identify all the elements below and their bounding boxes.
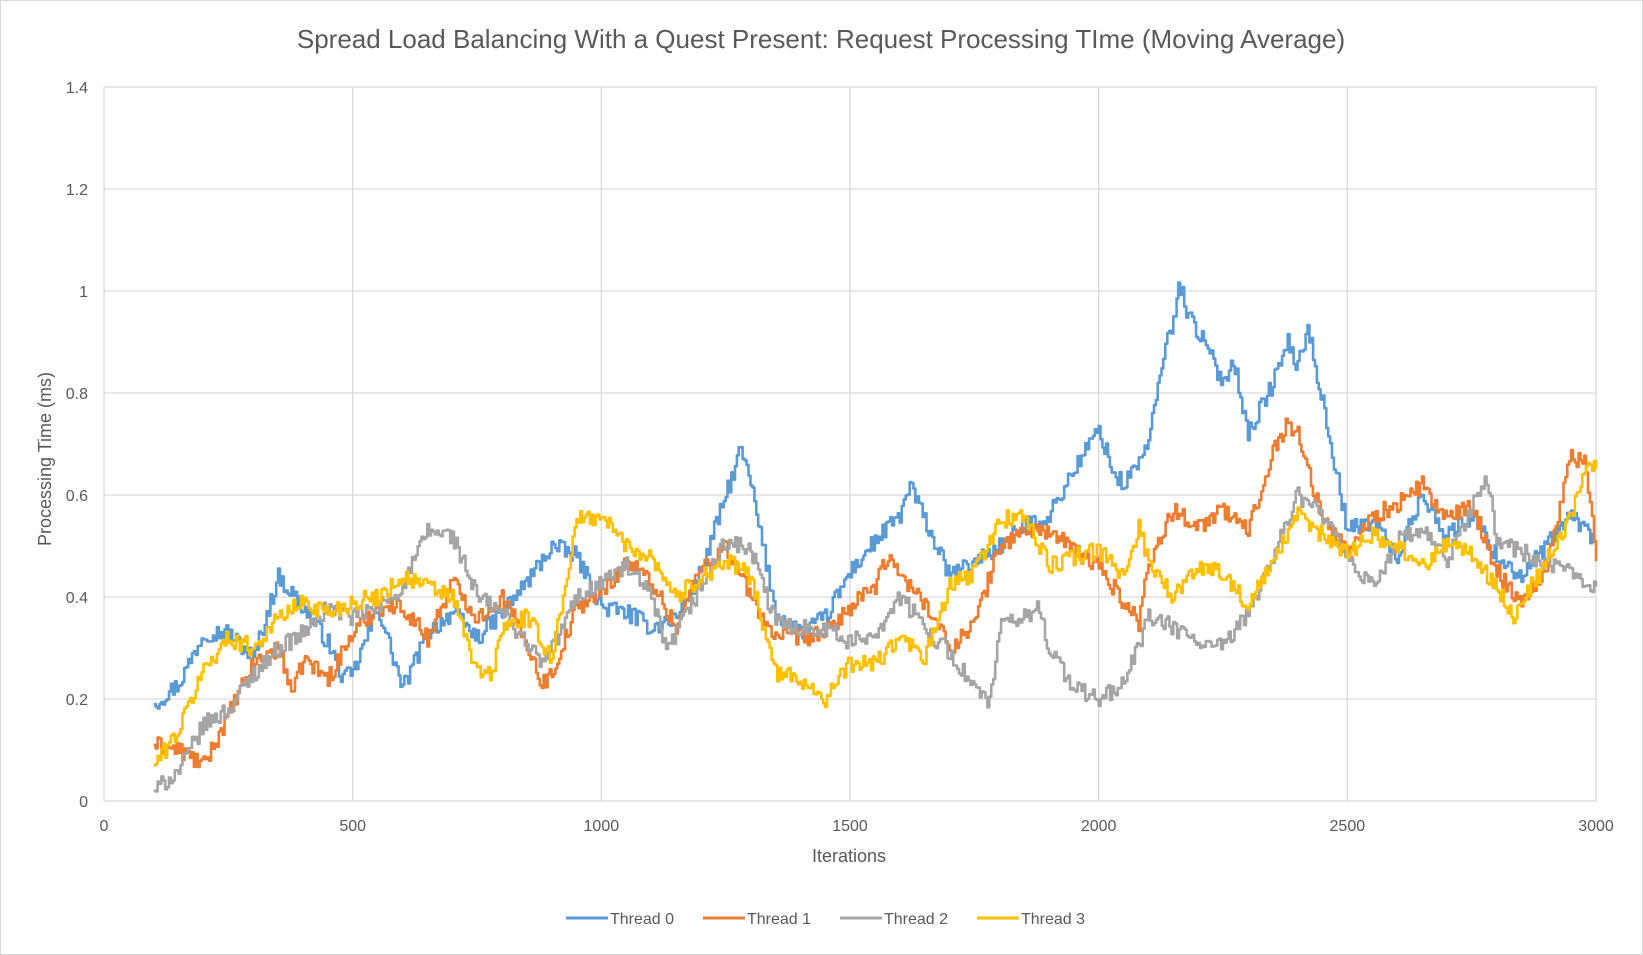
x-tick-label: 3000 [1578,818,1614,835]
legend: Thread 0 Thread 1 Thread 2 Thread 3 [566,911,1085,928]
y-tick-label: 0.6 [66,488,88,505]
legend-label: Thread 0 [610,911,674,928]
y-tick-label: 0.8 [66,386,88,403]
chart-title: Spread Load Balancing With a Quest Prese… [297,24,1345,54]
x-tick-label: 0 [100,818,109,835]
legend-label: Thread 2 [884,911,948,928]
tick-labels: 0 0.2 0.4 0.6 0.8 1 1.2 1.4 0 500 1000 1500 2000 2500… [66,80,1614,835]
y-tick-label: 0 [79,794,88,811]
y-tick-label: 0.4 [66,590,88,607]
series-line-thread-1 [153,417,1598,769]
y-tick-label: 1.2 [66,182,88,199]
legend-label: Thread 1 [747,911,811,928]
x-tick-label: 2000 [1081,818,1117,835]
x-tick-label: 1500 [832,818,868,835]
x-axis-title: Iterations [812,846,886,866]
y-axis-title: Processing Time (ms) [35,372,55,546]
series-line-thread-3 [153,459,1598,767]
gridlines [103,86,1597,802]
series-line-thread-0 [153,281,1598,710]
series-lines [153,281,1598,793]
x-tick-label: 2500 [1330,818,1366,835]
y-tick-label: 1.4 [66,80,88,97]
x-tick-label: 1000 [584,818,620,835]
legend-label: Thread 3 [1021,911,1085,928]
y-tick-label: 0.2 [66,692,88,709]
series-line-thread-2 [153,475,1598,793]
x-tick-label: 500 [339,818,366,835]
y-tick-label: 1 [79,284,88,301]
